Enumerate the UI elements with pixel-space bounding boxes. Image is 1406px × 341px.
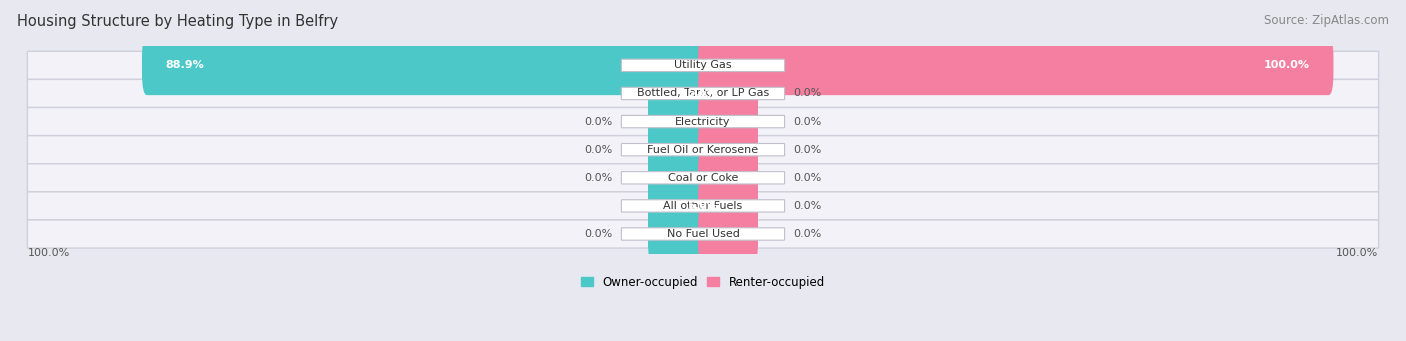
Text: No Fuel Used: No Fuel Used — [666, 229, 740, 239]
Text: 100.0%: 100.0% — [28, 248, 70, 258]
FancyBboxPatch shape — [648, 120, 709, 179]
Text: All other Fuels: All other Fuels — [664, 201, 742, 211]
Text: Bottled, Tank, or LP Gas: Bottled, Tank, or LP Gas — [637, 88, 769, 99]
Text: Utility Gas: Utility Gas — [675, 60, 731, 70]
FancyBboxPatch shape — [648, 204, 709, 264]
Legend: Owner-occupied, Renter-occupied: Owner-occupied, Renter-occupied — [576, 271, 830, 294]
FancyBboxPatch shape — [27, 107, 1379, 136]
FancyBboxPatch shape — [27, 164, 1379, 192]
Text: 0.0%: 0.0% — [794, 88, 823, 99]
FancyBboxPatch shape — [27, 51, 1379, 79]
Text: 0.0%: 0.0% — [794, 173, 823, 183]
FancyBboxPatch shape — [621, 115, 785, 128]
FancyBboxPatch shape — [697, 64, 758, 123]
FancyBboxPatch shape — [697, 148, 758, 208]
Text: Electricity: Electricity — [675, 117, 731, 127]
FancyBboxPatch shape — [27, 136, 1379, 164]
FancyBboxPatch shape — [27, 220, 1379, 248]
FancyBboxPatch shape — [697, 176, 758, 236]
Text: Source: ZipAtlas.com: Source: ZipAtlas.com — [1264, 14, 1389, 27]
FancyBboxPatch shape — [648, 176, 709, 236]
Text: 0.0%: 0.0% — [583, 229, 612, 239]
FancyBboxPatch shape — [648, 148, 709, 208]
FancyBboxPatch shape — [697, 204, 758, 264]
FancyBboxPatch shape — [621, 87, 785, 100]
FancyBboxPatch shape — [27, 192, 1379, 220]
FancyBboxPatch shape — [621, 59, 785, 72]
Text: 5.6%: 5.6% — [686, 201, 717, 211]
Text: 88.9%: 88.9% — [166, 60, 204, 70]
Text: Fuel Oil or Kerosene: Fuel Oil or Kerosene — [647, 145, 759, 155]
Text: 0.0%: 0.0% — [794, 201, 823, 211]
FancyBboxPatch shape — [621, 172, 785, 184]
Text: 0.0%: 0.0% — [583, 173, 612, 183]
Text: 100.0%: 100.0% — [1264, 60, 1310, 70]
FancyBboxPatch shape — [27, 79, 1379, 107]
FancyBboxPatch shape — [648, 64, 709, 123]
Text: 5.6%: 5.6% — [686, 88, 717, 99]
FancyBboxPatch shape — [621, 228, 785, 240]
FancyBboxPatch shape — [697, 35, 1333, 95]
Text: 0.0%: 0.0% — [794, 117, 823, 127]
FancyBboxPatch shape — [648, 92, 709, 151]
Text: 0.0%: 0.0% — [794, 229, 823, 239]
Text: 0.0%: 0.0% — [583, 117, 612, 127]
Text: Housing Structure by Heating Type in Belfry: Housing Structure by Heating Type in Bel… — [17, 14, 337, 29]
FancyBboxPatch shape — [142, 35, 709, 95]
Text: 0.0%: 0.0% — [794, 145, 823, 155]
Text: 100.0%: 100.0% — [1336, 248, 1378, 258]
FancyBboxPatch shape — [697, 120, 758, 179]
FancyBboxPatch shape — [697, 92, 758, 151]
FancyBboxPatch shape — [621, 144, 785, 156]
Text: 0.0%: 0.0% — [583, 145, 612, 155]
Text: Coal or Coke: Coal or Coke — [668, 173, 738, 183]
FancyBboxPatch shape — [621, 200, 785, 212]
